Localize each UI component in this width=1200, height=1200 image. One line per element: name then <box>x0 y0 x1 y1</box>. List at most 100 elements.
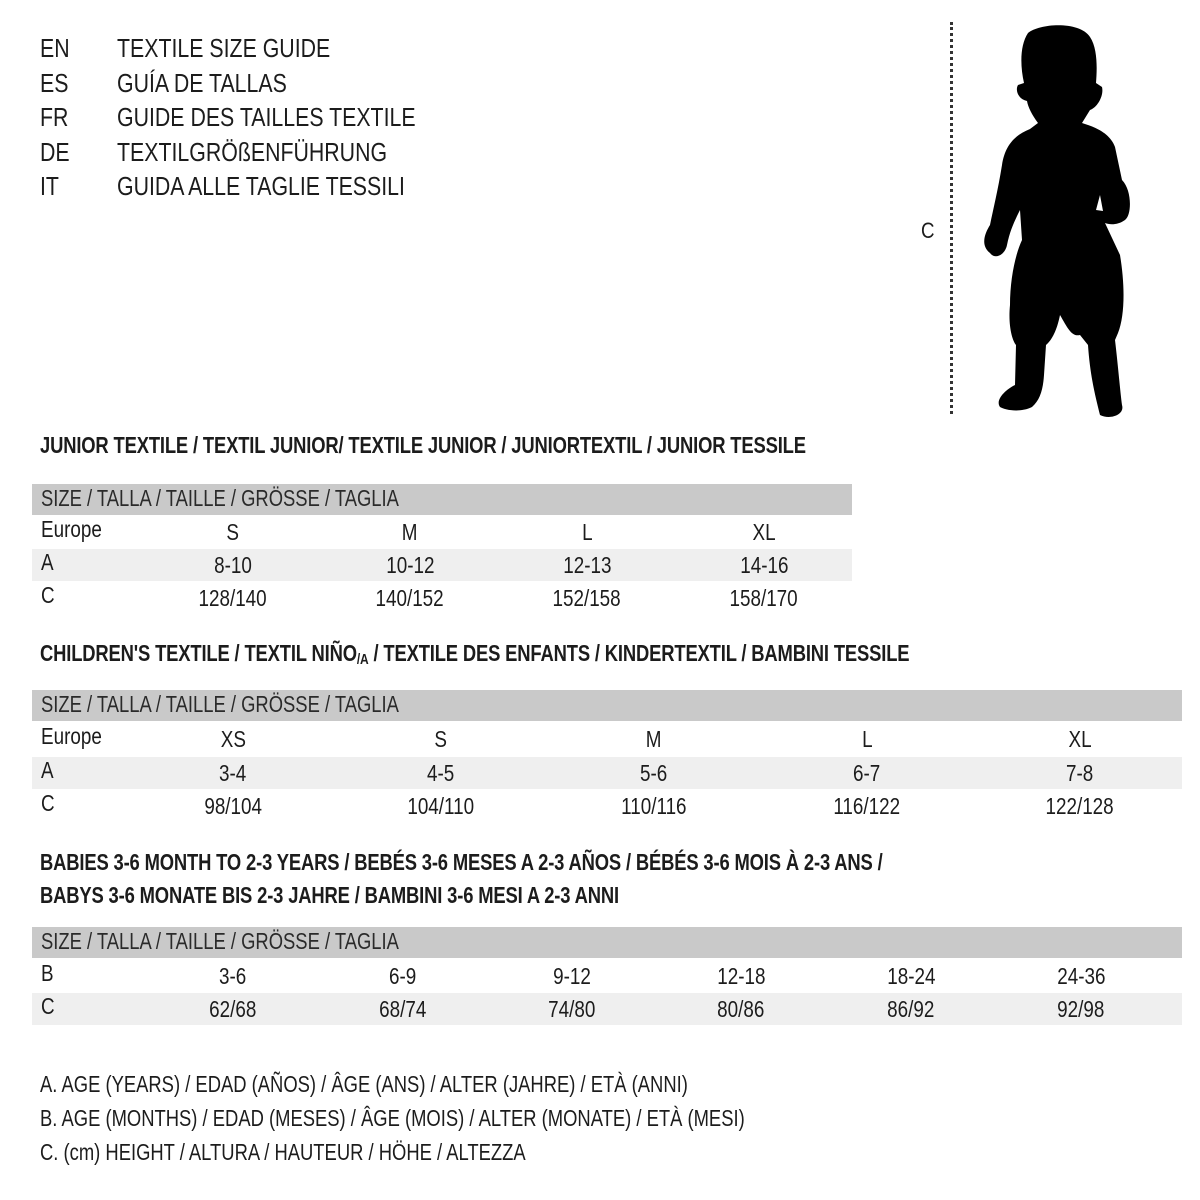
table-cell: 5-6 <box>594 760 714 787</box>
table-cell: 92/98 <box>1021 996 1141 1023</box>
table-cell: S <box>381 726 501 753</box>
table-cell: 14-16 <box>704 552 824 579</box>
table-cell: XS <box>173 726 293 753</box>
table-cell: 24-36 <box>1021 963 1141 990</box>
table-row: B 3-6 6-9 9-12 12-18 18-24 24-36 <box>32 960 1182 992</box>
cell-value: XL <box>1068 726 1092 752</box>
table-cell: 4-5 <box>381 760 501 787</box>
language-code: ES <box>40 67 69 98</box>
table-row: A 8-10 10-12 12-13 14-16 <box>32 549 852 581</box>
table-cell: 6-7 <box>807 760 927 787</box>
table-cell: M <box>350 519 470 546</box>
language-code: DE <box>40 136 70 167</box>
table-cell: 110/116 <box>594 793 714 820</box>
cell-value: XS <box>220 726 246 752</box>
legend-item: A. AGE (YEARS) / EDAD (AÑOS) / ÂGE (ANS)… <box>40 1071 688 1097</box>
table-cell: 122/128 <box>1020 793 1140 820</box>
legend-item: C. (cm) HEIGHT / ALTURA / HAUTEUR / HÖHE… <box>40 1139 526 1165</box>
legend-item: B. AGE (MONTHS) / EDAD (MESES) / ÂGE (MO… <box>40 1105 745 1131</box>
table-cell: 158/170 <box>704 585 824 612</box>
cell-value: 62/68 <box>209 996 257 1022</box>
table-cell: 68/74 <box>343 996 463 1023</box>
table-cell: 6-9 <box>343 963 463 990</box>
table-cell: L <box>527 519 647 546</box>
child-silhouette-icon <box>984 25 1130 417</box>
guide-title: GUÍA DE TALLAS <box>117 67 287 98</box>
cell-value: 9-12 <box>553 963 591 989</box>
cell-value: 74/80 <box>548 996 596 1022</box>
table-cell: L <box>807 726 927 753</box>
cell-value: 98/104 <box>204 793 262 819</box>
cell-value: L <box>861 726 873 752</box>
cell-value: XL <box>752 519 776 545</box>
table-row: C 62/68 68/74 74/80 80/86 86/92 92/98 <box>32 993 1182 1025</box>
guide-title: GUIDA ALLE TAGLIE TESSILI <box>117 171 405 201</box>
table-cell: XL <box>1020 726 1140 753</box>
cell-value: 122/128 <box>1045 793 1115 819</box>
table-cell: 86/92 <box>851 996 971 1023</box>
cell-value: 140/152 <box>375 585 445 611</box>
cell-value: S <box>226 519 240 545</box>
cell-value: 12-18 <box>716 963 766 989</box>
table-row: Europe XS S M L XL <box>32 723 1182 755</box>
cell-value: 8-10 <box>214 552 252 578</box>
table-cell: 104/110 <box>381 793 501 820</box>
row-label: Europe <box>41 516 102 542</box>
cell-value: 92/98 <box>1057 996 1105 1022</box>
cell-value: 18-24 <box>886 963 936 989</box>
height-label: C <box>921 218 935 243</box>
table-row: Europe S M L XL <box>32 516 852 548</box>
title-part: CHILDREN'S TEXTILE / TEXTIL NIÑO <box>40 640 357 666</box>
children-size-header: SIZE / TALLA / TAILLE / GRÖSSE / TAGLIA <box>32 690 1182 721</box>
cell-value: 152/158 <box>552 585 622 611</box>
cell-value: 4-5 <box>427 760 455 786</box>
table-cell: 18-24 <box>851 963 971 990</box>
size-header-label: SIZE / TALLA / TAILLE / GRÖSSE / TAGLIA <box>41 691 399 717</box>
table-cell: 3-4 <box>173 760 293 787</box>
cell-value: 104/110 <box>407 793 475 819</box>
row-label: Europe <box>41 723 102 749</box>
size-header-label: SIZE / TALLA / TAILLE / GRÖSSE / TAGLIA <box>41 928 399 954</box>
cell-value: 3-6 <box>219 963 247 989</box>
table-cell: 80/86 <box>681 996 801 1023</box>
language-code: IT <box>40 171 59 201</box>
junior-size-header: SIZE / TALLA / TAILLE / GRÖSSE / TAGLIA <box>32 484 852 515</box>
cell-value: 24-36 <box>1056 963 1106 989</box>
cell-value: 6-9 <box>389 963 417 989</box>
row-label: A <box>41 757 54 783</box>
cell-value: 80/86 <box>717 996 765 1022</box>
table-cell: 7-8 <box>1020 760 1140 787</box>
cell-value: 128/140 <box>198 585 268 611</box>
table-cell: 12-18 <box>681 963 801 990</box>
cell-value: 10-12 <box>385 552 435 578</box>
cell-value: M <box>402 519 418 545</box>
cell-value: M <box>646 726 662 752</box>
table-cell: 140/152 <box>350 585 470 612</box>
cell-value: 86/92 <box>887 996 935 1022</box>
language-code: FR <box>40 102 69 132</box>
cell-value: 6-7 <box>853 760 881 786</box>
table-cell: 10-12 <box>350 552 470 579</box>
babies-section-title-line2: BABYS 3-6 MONATE BIS 2-3 JAHRE / BAMBINI… <box>40 882 619 908</box>
guide-title: GUIDE DES TAILLES TEXTILE <box>117 102 416 132</box>
cell-value: 14-16 <box>739 552 789 578</box>
table-cell: M <box>594 726 714 753</box>
table-cell: XL <box>704 519 824 546</box>
title-subscript: /A <box>356 651 369 668</box>
row-label: A <box>41 549 54 575</box>
cell-value: 158/170 <box>729 585 799 611</box>
cell-value: 12-13 <box>562 552 612 578</box>
table-cell: 62/68 <box>173 996 293 1023</box>
language-code: EN <box>40 33 70 63</box>
cell-value: 7-8 <box>1066 760 1094 786</box>
row-label: C <box>41 993 55 1019</box>
table-cell: 116/122 <box>807 793 927 820</box>
cell-value: 110/116 <box>621 793 687 819</box>
babies-section-title-line1: BABIES 3-6 MONTH TO 2-3 YEARS / BEBÉS 3-… <box>40 849 883 875</box>
table-cell: 9-12 <box>512 963 632 990</box>
table-row: A 3-4 4-5 5-6 6-7 7-8 <box>32 757 1182 789</box>
table-cell: 128/140 <box>173 585 293 612</box>
cell-value: 5-6 <box>640 760 668 786</box>
table-cell: 8-10 <box>173 552 293 579</box>
table-cell: 12-13 <box>527 552 647 579</box>
